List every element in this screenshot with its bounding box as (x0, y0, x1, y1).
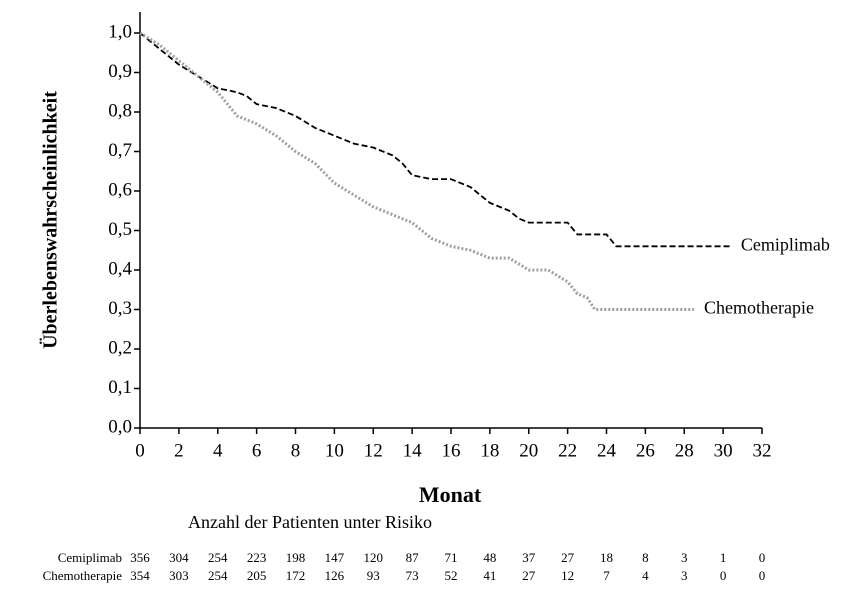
x-tick-label: 12 (364, 440, 383, 461)
y-tick-label: 0,1 (108, 377, 132, 398)
risk-count: 12 (561, 568, 574, 583)
x-tick-label: 10 (325, 440, 344, 461)
risk-count: 3 (681, 568, 688, 583)
y-tick-label: 0,2 (108, 337, 132, 358)
x-tick-label: 22 (558, 440, 577, 461)
risk-count: 254 (208, 568, 228, 583)
risk-count: 4 (642, 568, 649, 583)
risk-count: 0 (759, 568, 766, 583)
risk-count: 87 (406, 550, 420, 565)
risk-count: 8 (642, 550, 649, 565)
series-label: Cemiplimab (741, 234, 830, 254)
x-tick-label: 28 (675, 440, 694, 461)
risk-count: 205 (247, 568, 267, 583)
risk-count: 172 (286, 568, 306, 583)
y-tick-label: 0,7 (108, 140, 132, 161)
x-tick-label: 6 (252, 440, 262, 461)
series-label: Chemotherapie (704, 298, 814, 318)
y-tick-label: 0,9 (108, 61, 132, 82)
survival-curve (139, 31, 694, 311)
y-tick-label: 0,4 (108, 258, 132, 279)
risk-count: 18 (600, 550, 613, 565)
risk-count: 7 (603, 568, 610, 583)
survival-curve (139, 32, 731, 248)
y-tick-label: 0,8 (108, 100, 132, 121)
risk-count: 254 (208, 550, 228, 565)
risk-count: 48 (483, 550, 496, 565)
risk-count: 198 (286, 550, 306, 565)
risk-count: 27 (522, 568, 536, 583)
x-tick-label: 24 (597, 440, 617, 461)
risk-count: 93 (367, 568, 380, 583)
risk-count: 0 (720, 568, 727, 583)
y-axis-title: Überlebenswahrscheinlichkeit (39, 91, 62, 349)
risk-count: 1 (720, 550, 727, 565)
risk-count: 41 (483, 568, 496, 583)
risk-count: 126 (325, 568, 345, 583)
y-tick-label: 0,6 (108, 179, 132, 200)
x-tick-label: 20 (519, 440, 538, 461)
x-tick-label: 32 (753, 440, 772, 461)
risk-count: 303 (169, 568, 189, 583)
y-tick-label: 0,3 (108, 298, 132, 319)
risk-count: 147 (325, 550, 345, 565)
y-tick-label: 0,5 (108, 219, 132, 240)
risk-row-label: Chemotherapie (43, 568, 123, 583)
y-tick-label: 1,0 (108, 21, 132, 42)
risk-count: 0 (759, 550, 766, 565)
x-tick-label: 18 (480, 440, 499, 461)
risk-count: 73 (406, 568, 419, 583)
x-tick-label: 30 (714, 440, 733, 461)
risk-count: 356 (130, 550, 150, 565)
risk-row-label: Cemiplimab (58, 550, 122, 565)
risk-count: 223 (247, 550, 267, 565)
risk-count: 120 (364, 550, 384, 565)
x-tick-label: 16 (442, 440, 461, 461)
x-axis-title: Monat (419, 482, 482, 507)
risk-table-title: Anzahl der Patienten unter Risiko (188, 512, 432, 532)
x-tick-label: 8 (291, 440, 301, 461)
y-tick-label: 0,0 (108, 416, 132, 437)
risk-count: 354 (130, 568, 150, 583)
risk-count: 37 (522, 550, 536, 565)
risk-count: 3 (681, 550, 688, 565)
risk-count: 71 (445, 550, 458, 565)
x-tick-label: 0 (135, 440, 145, 461)
x-tick-label: 2 (174, 440, 184, 461)
risk-count: 304 (169, 550, 189, 565)
x-tick-label: 26 (636, 440, 655, 461)
x-tick-label: 14 (403, 440, 423, 461)
risk-count: 52 (445, 568, 458, 583)
risk-count: 27 (561, 550, 575, 565)
x-tick-label: 4 (213, 440, 223, 461)
